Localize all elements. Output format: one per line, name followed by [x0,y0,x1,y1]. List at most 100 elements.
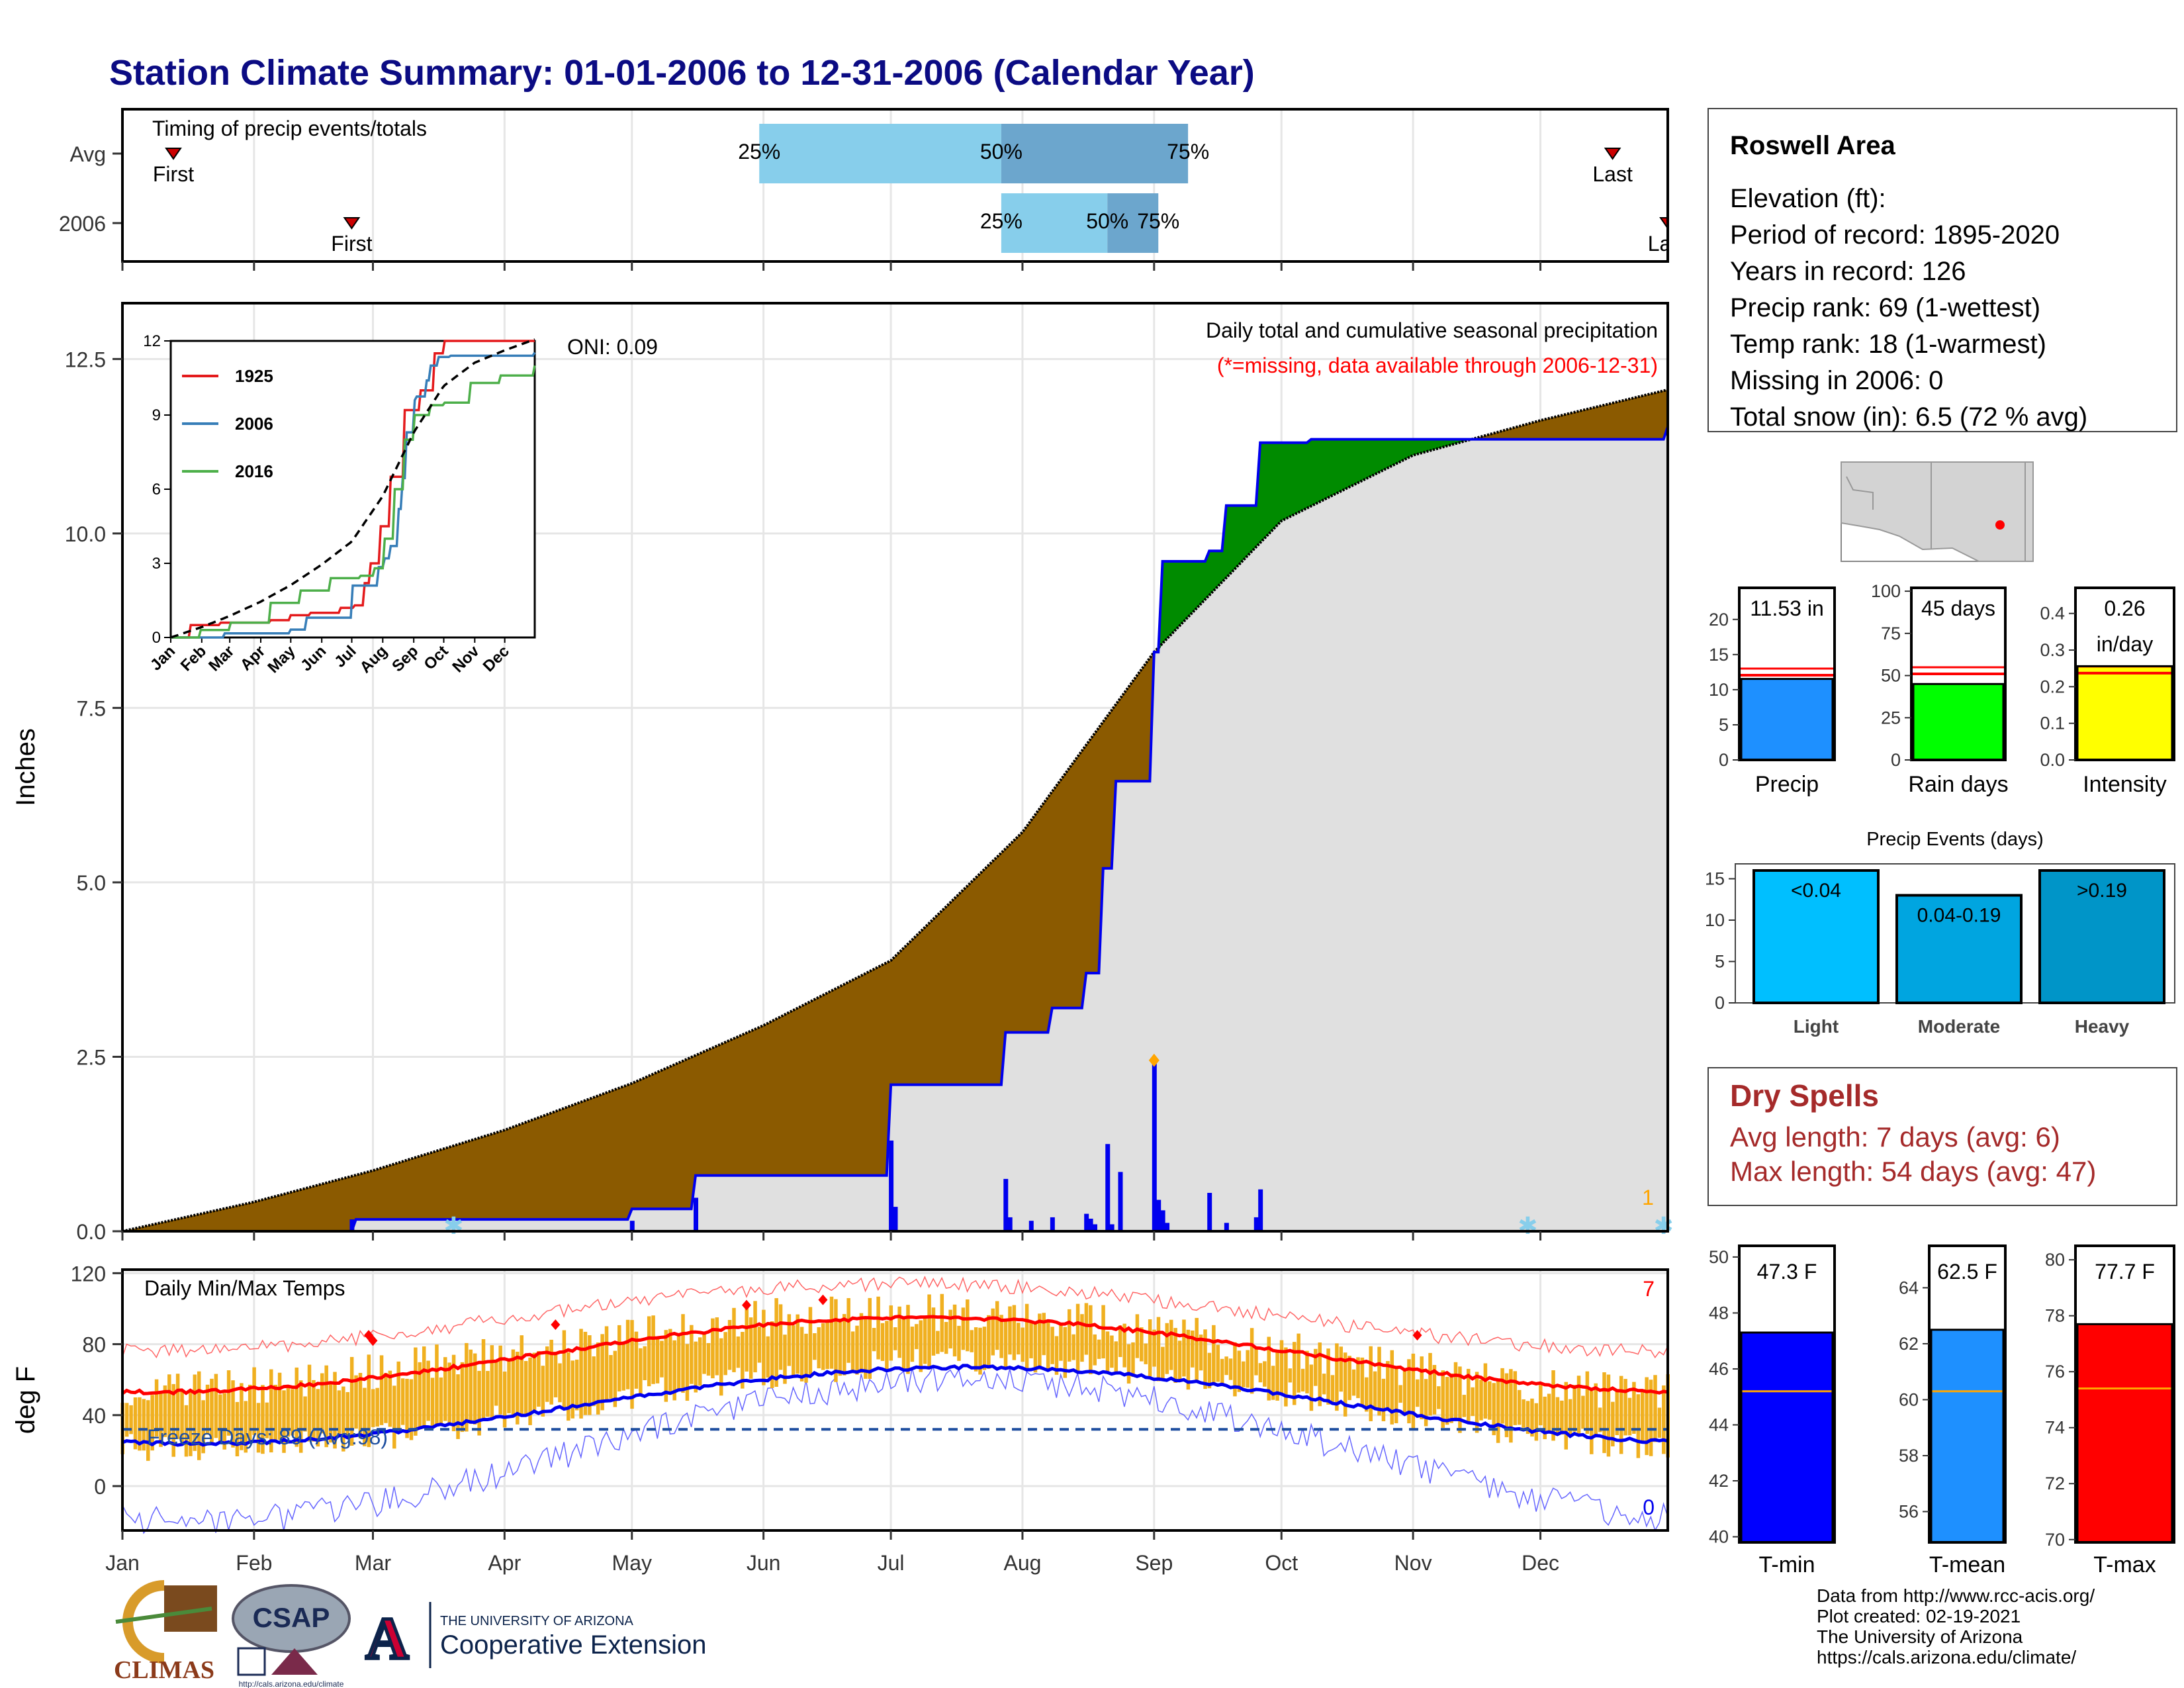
timing-q25-label: 25% [980,209,1023,233]
small-bar-outline [2076,1323,2173,1544]
temp-daily-bar [727,1320,732,1370]
season-temperature-bars: 40 42 44 46 48 50 47.3 F T-min 56 58 60 62 64 62.5 F T… [1709,1244,2175,1577]
small-bar-ytick-label: 40 [1709,1527,1729,1547]
temp-daily-bar [248,1384,252,1443]
temp-daily-bar [388,1370,392,1427]
temp-daily-bar [1437,1386,1441,1409]
temp-daily-bar [1394,1368,1398,1424]
temp-daily-bar [774,1298,778,1387]
temp-daily-bar [1411,1353,1416,1429]
temp-daily-bar [1330,1375,1335,1402]
temp-daily-bar [226,1370,231,1436]
temp-daily-bar [995,1301,999,1350]
precip-base-area [122,426,1668,1231]
small-bar-value [1741,679,1833,760]
temp-xtick-label: Feb [236,1551,272,1575]
temp-daily-bar [834,1299,838,1382]
events-bar [1895,894,2023,1004]
timing-frame [121,108,1669,263]
temp-daily-bar [664,1330,668,1402]
temp-record-marker [818,1294,828,1305]
temp-daily-bar [579,1329,583,1419]
temp-daily-bar [1615,1389,1619,1435]
temp-daily-bar [1432,1365,1437,1415]
temp-daily-bar [1105,1331,1110,1373]
temp-daily-bar [1513,1371,1518,1425]
temp-daily-bar [974,1327,978,1372]
small-bar-panel: 0.0 0.1 0.2 0.3 0.4 0.26 in/day Intensity [2040,586,2175,797]
precip-daily-bar [1028,1221,1034,1231]
temp-daily-bar [792,1325,796,1376]
temp-daily-bar [753,1301,757,1373]
precip-ytick-label: 7.5 [77,696,106,720]
temp-daily-bar [931,1307,936,1356]
temp-daily-bar [252,1367,256,1435]
events-bar [1752,869,1880,1004]
temp-daily-bar [451,1354,456,1432]
temp-daily-bar [1356,1357,1360,1399]
small-bar-ytick-label: 25 [1881,708,1901,727]
temp-daily-bar [1305,1350,1309,1393]
page-title: Station Climate Summary: 01-01-2006 to 1… [109,53,1255,93]
temp-daily-bar [291,1389,295,1436]
precip-daily-bar [1253,1217,1259,1231]
precip-ytick-label: 2.5 [77,1045,106,1069]
small-bar-ytick-label: 58 [1899,1446,1919,1466]
temp-daily-bar [1462,1395,1467,1417]
temp-daily-bar [273,1384,277,1442]
temp-daily-bar [745,1303,749,1372]
temp-daily-bar [1416,1379,1420,1407]
temp-daily-bar [363,1387,367,1446]
events-ytick-label: 0 [1715,993,1725,1013]
timing-q75-label: 75% [1137,209,1179,233]
temp-daily-bar [1191,1330,1195,1368]
temp-daily-bar [1246,1350,1250,1388]
temp-daily-bar [333,1372,337,1449]
temp-daily-bar [490,1345,494,1419]
temp-daily-bar [1318,1342,1322,1407]
temp-daily-bar [1258,1363,1263,1383]
temp-daily-bar [142,1399,146,1451]
temp-title: Daily Min/Max Temps [144,1276,345,1300]
temp-daily-bar [481,1338,486,1419]
temp-daily-bar [1623,1379,1627,1436]
precip-max-count: 1 [1642,1186,1654,1209]
temp-daily-bar [256,1403,261,1453]
timing-first-marker [165,148,182,160]
inset-ytick-label: 6 [152,481,161,498]
temp-daily-bar [197,1371,201,1460]
temp-daily-bar [957,1325,961,1361]
small-bar-ytick-label: 75 [1881,624,1901,643]
small-bar-panel: 70 72 74 76 78 80 77.7 F T-max [2045,1244,2175,1577]
precip-daily-bar [1007,1217,1013,1231]
temp-daily-bar [422,1346,426,1427]
temp-daily-bar [1483,1363,1488,1419]
small-bar-name: Precip [1755,772,1819,797]
timing-bar-q25-q50 [1001,193,1108,253]
temp-daily-bar [1012,1305,1017,1360]
station-years: Years in record: 126 [1730,257,1966,286]
temp-daily-bar [1653,1375,1657,1442]
temp-daily-bar [541,1366,545,1417]
small-bar-ytick-label: 72 [2045,1474,2065,1493]
temp-daily-bar [1033,1324,1038,1373]
temp-daily-bar [430,1378,435,1428]
temp-daily-bar [1365,1377,1369,1412]
inset-ytick-label: 0 [152,629,161,647]
small-bar-ytick-label: 50 [1709,1247,1729,1267]
temp-daily-bar [567,1352,570,1421]
temp-daily-bar [588,1335,592,1415]
timing-right-mask [1668,106,1707,265]
precip-max-marker [1148,1053,1160,1067]
inset-legend-label: 1925 [235,366,273,386]
temp-daily-bar [787,1314,792,1366]
temp-daily-bar [885,1321,889,1370]
temp-daily-bar [1080,1314,1084,1362]
temp-daily-bar [1309,1364,1314,1411]
temp-daily-bar [1003,1318,1008,1369]
small-bar-ytick-label: 20 [1709,610,1729,630]
temp-daily-bar [676,1334,681,1391]
temp-daily-bar [562,1330,567,1410]
precip-subtitle: (*=missing, data available through 2006-… [1217,353,1658,377]
temp-daily-bar [392,1385,396,1449]
